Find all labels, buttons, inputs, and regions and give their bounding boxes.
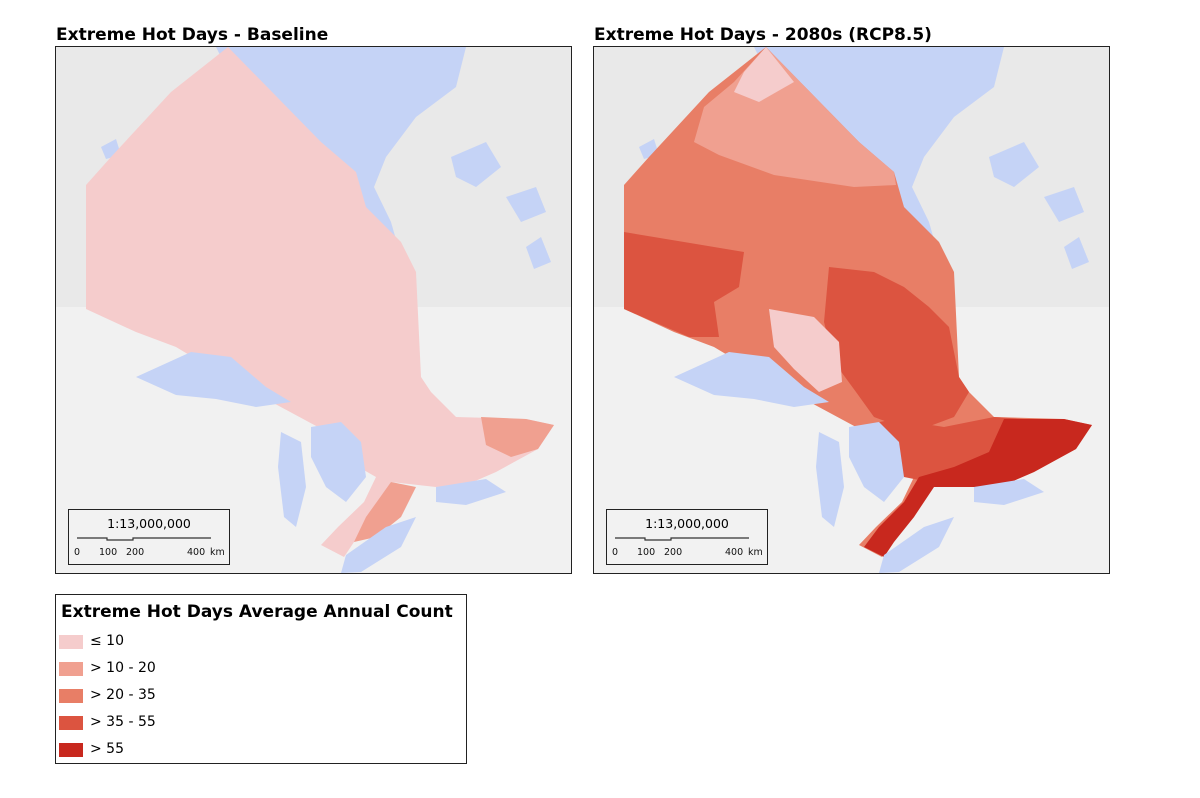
scale-tick: 0 xyxy=(74,547,81,558)
lake-ontario xyxy=(436,479,506,505)
legend-label: > 20 - 35 xyxy=(90,687,156,703)
scale-tick: km xyxy=(210,547,225,558)
scale-tick: 200 xyxy=(126,547,145,558)
scale-ratio: 1:13,000,000 xyxy=(645,516,729,531)
lake-erie xyxy=(341,517,416,573)
map-baseline[interactable]: 1:13,000,000 0 100 200 400 km xyxy=(55,46,572,574)
scale-tick: 200 xyxy=(664,547,683,558)
legend-swatch xyxy=(59,635,83,649)
scale-ratio: 1:13,000,000 xyxy=(107,516,191,531)
band-35-55-central xyxy=(824,267,969,432)
map-title-baseline: Extreme Hot Days - Baseline xyxy=(56,25,329,45)
scale-line xyxy=(615,536,749,541)
legend-label: > 35 - 55 xyxy=(90,714,156,730)
lake-huron xyxy=(849,422,904,502)
scale-bar: 1:13,000,000 0 100 200 400 km xyxy=(68,509,230,565)
lake-michigan xyxy=(816,432,844,527)
lake-ontario xyxy=(974,479,1044,505)
map-2080s[interactable]: 1:13,000,000 0 100 200 400 km xyxy=(593,46,1110,574)
map-2080s-canvas xyxy=(594,47,1109,573)
legend-label: > 10 - 20 xyxy=(90,660,156,676)
scale-line xyxy=(77,536,211,541)
legend-item: > 20 - 35 xyxy=(59,685,359,707)
lake-erie xyxy=(879,517,954,573)
legend-item: ≤ 10 xyxy=(59,631,359,653)
scale-tick: km xyxy=(748,547,763,558)
band-under-10 xyxy=(734,47,794,102)
legend-item: > 35 - 55 xyxy=(59,712,359,734)
band-under-10-superior xyxy=(769,309,842,392)
lake-huron xyxy=(311,422,366,502)
map-title-2080s: Extreme Hot Days - 2080s (RCP8.5) xyxy=(594,25,932,45)
legend: Extreme Hot Days Average Annual Count ≤ … xyxy=(55,594,467,764)
legend-title: Extreme Hot Days Average Annual Count xyxy=(61,602,453,622)
scale-tick: 100 xyxy=(637,547,656,558)
lake-michigan xyxy=(278,432,306,527)
legend-item: > 55 xyxy=(59,739,359,761)
legend-label: > 55 xyxy=(90,741,124,757)
south-patch xyxy=(354,417,554,542)
scale-tick: 400 xyxy=(187,547,206,558)
legend-swatch xyxy=(59,743,83,757)
legend-label: ≤ 10 xyxy=(90,633,124,649)
scale-tick: 100 xyxy=(99,547,118,558)
legend-item: > 10 - 20 xyxy=(59,658,359,680)
legend-swatch xyxy=(59,662,83,676)
lake-superior xyxy=(674,352,829,407)
map-baseline-canvas xyxy=(56,47,571,573)
scale-bar: 1:13,000,000 0 100 200 400 km xyxy=(606,509,768,565)
scale-tick: 400 xyxy=(725,547,744,558)
legend-swatch xyxy=(59,716,83,730)
band-35-55-west xyxy=(624,232,744,337)
lake-superior xyxy=(136,352,291,407)
scale-tick: 0 xyxy=(612,547,619,558)
legend-swatch xyxy=(59,689,83,703)
band-over-55 xyxy=(864,419,1092,557)
ontario-province xyxy=(86,47,554,557)
